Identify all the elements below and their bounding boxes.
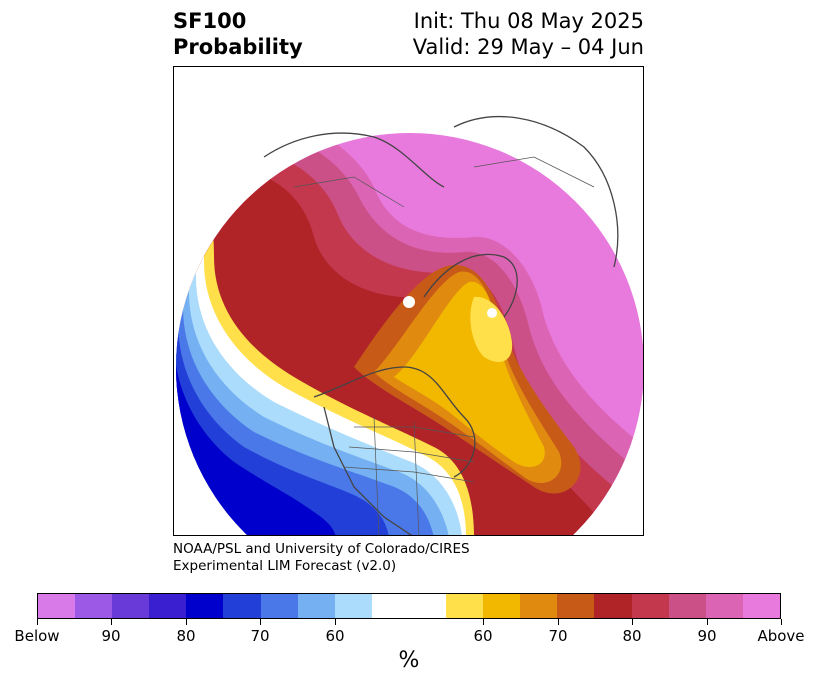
- borders: [293, 156, 595, 535]
- colorbar-swatch-above-0: [446, 594, 484, 618]
- init-date: Init: Thu 08 May 2025: [413, 9, 644, 33]
- colorbar-swatch-below-5: [223, 594, 261, 618]
- colorbar-swatch-above-4: [594, 594, 632, 618]
- colorbar-tick-label: 80: [176, 627, 196, 645]
- pole-marker: [403, 296, 415, 308]
- contour-greenland-yellow: [394, 281, 545, 467]
- colorbar-swatch-below-6: [260, 594, 298, 618]
- colorbar-unit: %: [398, 648, 420, 673]
- colorbar-swatch-above-8: [742, 594, 780, 618]
- polar-map: [173, 66, 644, 536]
- colorbar-swatch-below-8: [334, 594, 372, 618]
- variable-subtitle: Probability: [173, 35, 303, 59]
- colorbar-swatch-above-7: [705, 594, 743, 618]
- filled-contours: [176, 77, 643, 535]
- colorbar-swatch-below-1: [75, 594, 113, 618]
- colorbar-tick: [483, 619, 484, 625]
- colorbar-tick-label: 60: [325, 627, 345, 645]
- contour-greenland-core: [470, 296, 513, 362]
- colorbar-tick: [707, 619, 708, 625]
- map-title: SF100 Probability: [173, 8, 303, 60]
- colorbar-swatch-above-1: [483, 594, 521, 618]
- valid-date: Valid: 29 May – 04 Jun: [412, 35, 644, 59]
- colorbar-tick: [558, 619, 559, 625]
- forecast-dates: Init: Thu 08 May 2025 Valid: 29 May – 04…: [413, 8, 644, 60]
- probability-field: [176, 77, 643, 535]
- contour-europe-yellow: [294, 87, 344, 122]
- greenland-hole: [487, 308, 497, 318]
- colorbar-swatch-below-7: [297, 594, 335, 618]
- colorbar-tick-label: 60: [473, 627, 493, 645]
- colorbar-tick-label: 70: [548, 627, 568, 645]
- colorbar-tick: [260, 619, 261, 625]
- colorbar-tick-label: 80: [622, 627, 642, 645]
- contour-below-80: [176, 267, 336, 535]
- colorbar-swatch-below-2: [112, 594, 150, 618]
- colorbar-tick-label: 90: [697, 627, 717, 645]
- colorbar-swatch-below-3: [149, 594, 187, 618]
- colorbar-tick: [335, 619, 336, 625]
- credit-line-2: Experimental LIM Forecast (v2.0): [173, 558, 397, 574]
- contour-europe-amber: [284, 77, 359, 129]
- colorbar-tick-label: Below: [14, 627, 60, 645]
- contour-europe-orange: [274, 133, 375, 138]
- colorbar-tick-label: Above: [757, 627, 805, 645]
- colorbar-swatch-neutral: [371, 594, 447, 618]
- colorbar-tick: [781, 619, 782, 625]
- variable-name: SF100: [173, 9, 247, 33]
- colorbar-swatch-below-4: [186, 594, 224, 618]
- credit-line-1: NOAA/PSL and University of Colorado/CIRE…: [173, 541, 470, 557]
- colorbar-tick: [37, 619, 38, 625]
- colorbar-tick: [632, 619, 633, 625]
- colorbar-swatch-above-5: [631, 594, 669, 618]
- colorbar-tick-label: 70: [250, 627, 270, 645]
- colorbar-swatch-above-6: [668, 594, 706, 618]
- colorbar-swatch-above-2: [520, 594, 558, 618]
- colorbar-tick-label: 90: [101, 627, 121, 645]
- credit-text: NOAA/PSL and University of Colorado/CIRE…: [173, 541, 470, 575]
- colorbar-swatch-below-0: [38, 594, 76, 618]
- coastlines: [263, 116, 619, 535]
- colorbar-swatch-above-3: [557, 594, 595, 618]
- colorbar-tick: [111, 619, 112, 625]
- colorbar: [37, 593, 781, 619]
- colorbar-tick: [186, 619, 187, 625]
